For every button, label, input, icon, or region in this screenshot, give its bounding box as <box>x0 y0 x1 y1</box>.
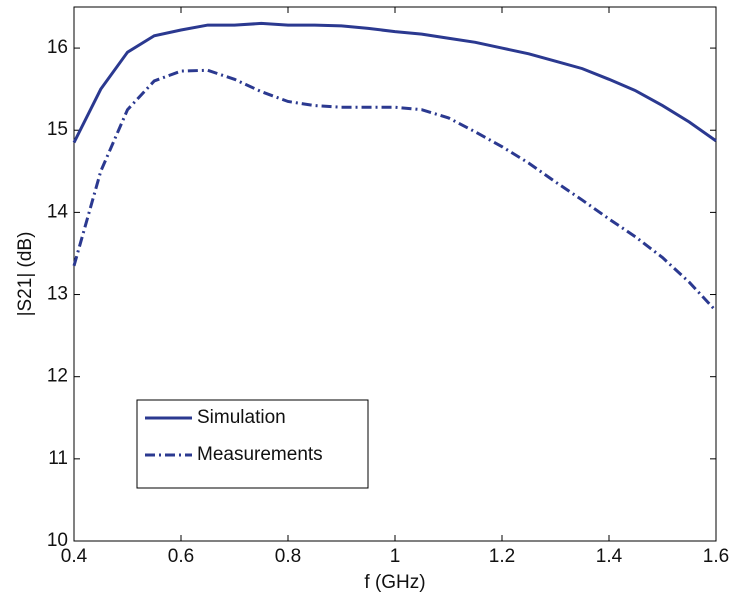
y-tick-label: 15 <box>47 119 68 140</box>
y-tick-label: 14 <box>47 201 69 222</box>
x-tick-label: 0.4 <box>61 546 88 567</box>
y-tick-label: 13 <box>47 284 68 305</box>
data-line <box>72 68 718 312</box>
x-tick-label: 0.8 <box>275 546 301 567</box>
y-tick-label: 10 <box>47 530 68 551</box>
data-line <box>72 21 717 144</box>
y-tick-label: 11 <box>48 448 68 469</box>
x-tick-label: 1.4 <box>596 546 623 567</box>
legend-label: Simulation <box>197 407 286 428</box>
x-tick-label: 1.2 <box>489 546 515 567</box>
legend-label: Measurements <box>197 444 323 465</box>
x-tick-label: 1 <box>390 546 401 567</box>
legend-box <box>136 399 369 489</box>
y-tick-label: 16 <box>47 37 68 58</box>
y-tick-label: 12 <box>47 366 68 387</box>
y-axis-label: |S21| (dB) <box>15 232 36 317</box>
x-axis-label: f (GHz) <box>364 572 425 593</box>
x-tick-label: 0.6 <box>168 546 194 567</box>
x-tick-label: 1.6 <box>703 546 729 567</box>
